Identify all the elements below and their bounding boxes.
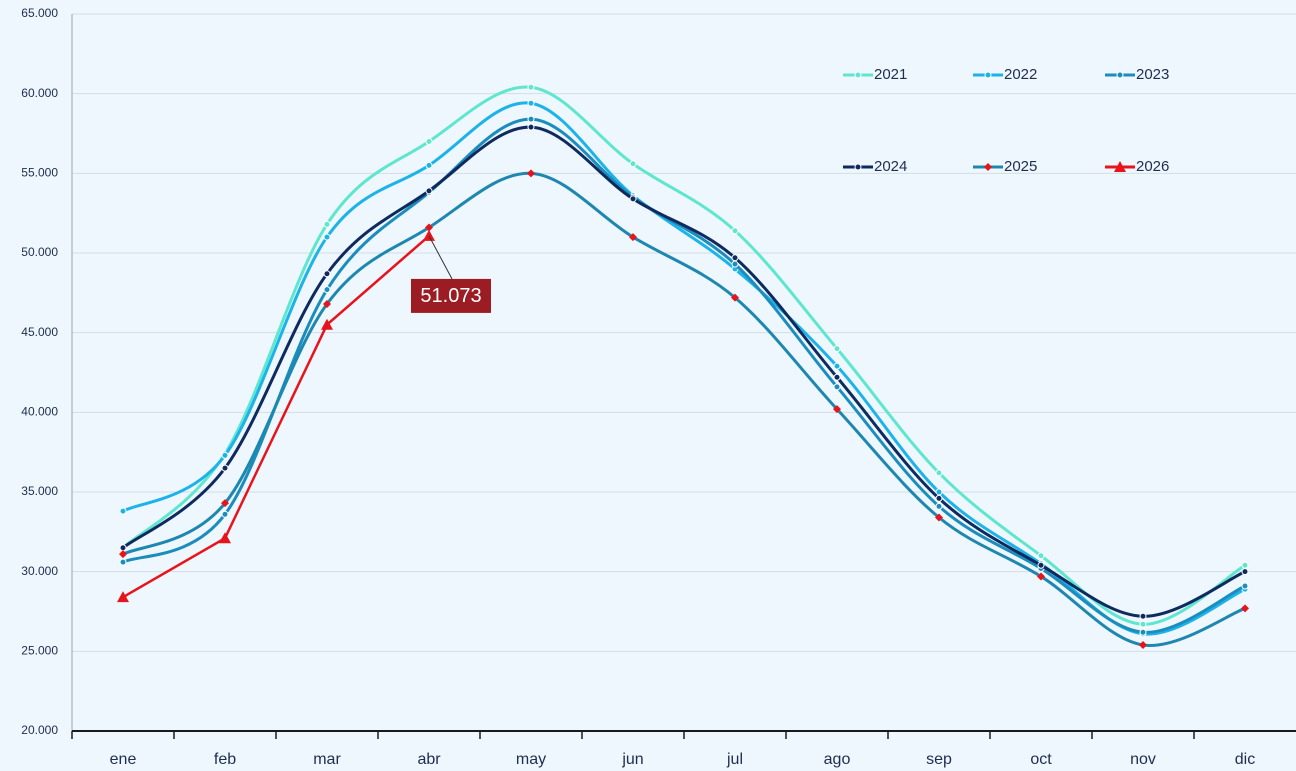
marker [935,502,943,510]
marker [425,137,433,145]
legend-label: 2024 [874,158,907,175]
marker [1139,612,1147,620]
marker [984,71,992,79]
line [122,234,430,599]
y-tick-label: 60.000 [21,86,58,100]
y-tick-label: 20.000 [21,723,58,737]
marker [854,163,862,171]
marker [1241,582,1249,590]
marker [425,161,433,169]
marker [1139,640,1147,649]
marker [221,464,229,472]
marker [321,318,333,330]
marker [1037,552,1045,560]
leader-line [428,235,453,280]
marker [935,469,943,477]
x-tick-label: jul [726,751,743,768]
marker [117,591,129,603]
marker [527,169,535,178]
marker [629,233,637,242]
marker [221,451,229,459]
legend-label: 2021 [874,66,907,83]
marker [527,115,535,123]
marker [527,123,535,131]
marker [1139,628,1147,636]
marker [629,195,637,203]
marker [527,83,535,91]
marker [629,160,637,168]
y-tick-label: 50.000 [21,245,58,259]
marker [425,223,433,232]
marker [323,233,331,241]
marker [1139,620,1147,628]
marker [425,187,433,195]
marker [323,299,331,308]
marker [423,229,435,241]
x-tick-label: jun [621,751,643,768]
marker [1241,561,1249,569]
y-tick-label: 25.000 [21,644,58,658]
y-tick-label: 45.000 [21,325,58,339]
marker [119,544,127,552]
legend-label: 2025 [1004,158,1037,175]
data-label: 51.073 [420,285,481,307]
marker [221,499,229,508]
x-tick-label: dic [1235,751,1255,768]
marker [221,510,229,518]
marker [527,99,535,107]
x-tick-label: may [516,751,546,768]
marker [731,260,739,268]
marker [1241,568,1249,576]
x-tick-label: abr [417,751,441,768]
marker [935,494,943,502]
marker [731,254,739,262]
legend-label: 2023 [1136,66,1169,83]
marker [731,293,739,302]
y-tick-label: 30.000 [21,564,58,578]
y-tick-label: 65.000 [21,6,58,20]
marker [323,270,331,278]
marker [119,558,127,566]
marker [833,405,841,414]
marker [833,373,841,381]
marker [323,220,331,228]
line [121,85,1246,626]
marker [984,163,992,171]
x-tick-label: oct [1030,751,1052,768]
y-tick-label: 55.000 [21,166,58,180]
x-tick-label: ene [110,751,137,768]
marker [219,532,231,544]
y-tick-label: 35.000 [21,484,58,498]
marker [833,345,841,353]
legend-label: 2026 [1136,158,1169,175]
data-label-box [411,278,491,313]
marker [833,383,841,391]
marker [935,513,943,522]
x-tick-label: ago [824,751,851,768]
marker [833,362,841,370]
x-tick-label: feb [214,751,236,768]
x-tick-label: nov [1130,751,1156,768]
marker [1037,572,1045,581]
marker [119,550,127,559]
marker [323,286,331,294]
legend-label: 2022 [1004,66,1037,83]
marker [854,71,862,79]
x-tick-label: mar [313,751,341,768]
marker [1116,71,1124,79]
marker [935,488,943,496]
x-tick-label: sep [926,751,952,768]
marker [731,227,739,235]
y-tick-label: 40.000 [21,405,58,419]
marker [1114,161,1126,172]
marker [119,507,127,515]
marker [1241,604,1249,613]
marker [1037,561,1045,569]
